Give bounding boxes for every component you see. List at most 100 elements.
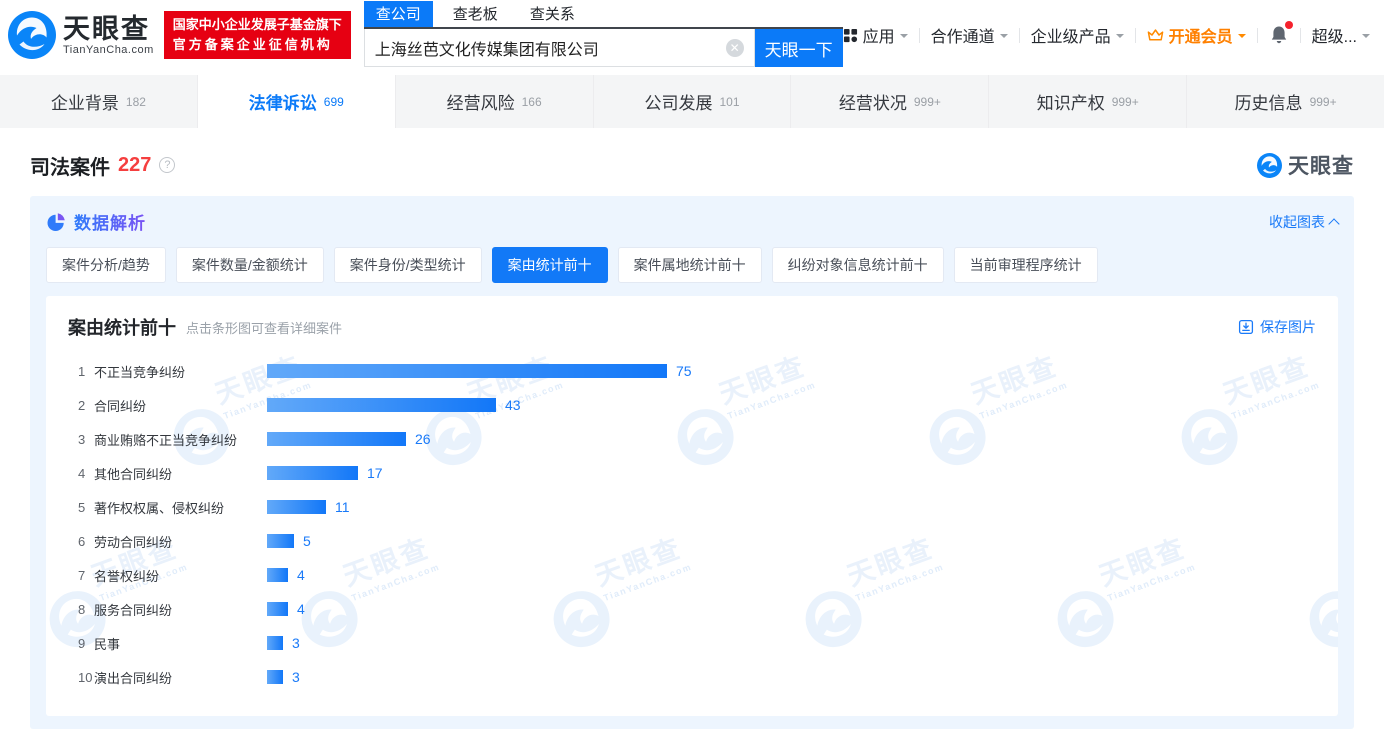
- chart-card: 天眼查 TianYanCha.com 天眼查 TianYanCha.com 天眼…: [46, 296, 1338, 716]
- tab-count-badge: 999+: [1309, 94, 1337, 109]
- chevron-down-icon: [1237, 33, 1246, 42]
- row-value: 17: [367, 465, 383, 481]
- tab-legal-proceedings[interactable]: 法律诉讼 699: [197, 75, 396, 128]
- subtab-case-identity-type[interactable]: 案件身份/类型统计: [333, 247, 482, 283]
- tianyancha-logo-icon: [1257, 152, 1282, 178]
- tianyancha-logo[interactable]: 天眼查 TianYanCha.com: [8, 11, 154, 59]
- chart-bar[interactable]: [267, 500, 326, 514]
- data-analysis-panel: 数据解析 收起图表 案件分析/趋势 案件数量/金额统计 案件身份/类型统计 案由统计前…: [30, 196, 1354, 729]
- row-value: 4: [297, 567, 305, 583]
- divider: [1134, 27, 1136, 43]
- collapse-charts-link[interactable]: 收起图表: [1269, 212, 1340, 232]
- nav-super-vip[interactable]: 超级...: [1312, 23, 1370, 47]
- chart-hint: 点击条形图可查看详细案件: [186, 320, 343, 336]
- nav-enterprise-products[interactable]: 企业级产品: [1031, 23, 1124, 47]
- clear-icon[interactable]: ✕: [725, 38, 744, 57]
- chart-bar[interactable]: [267, 636, 283, 650]
- tab-history-info[interactable]: 历史信息 999+: [1234, 94, 1337, 113]
- chart-subtabs: 案件分析/趋势 案件数量/金额统计 案件身份/类型统计 案由统计前十 案件属地统计前十纠…: [46, 247, 1338, 283]
- row-rank: 3: [78, 431, 86, 447]
- chart-bar[interactable]: [267, 466, 358, 480]
- row-value: 43: [505, 397, 521, 413]
- row-value: 75: [676, 363, 692, 379]
- row-category: 著作权权属、侵权纠纷: [94, 500, 225, 516]
- tab-count-badge: 999+: [913, 94, 941, 109]
- nav-partner-channel[interactable]: 合作通道: [931, 23, 1008, 47]
- chart-row: 5 著作权权属、侵权纠纷 11: [68, 490, 1316, 524]
- chart-row: 2 合同纠纷 43: [68, 388, 1316, 422]
- chart-bar[interactable]: [267, 534, 294, 548]
- tab-count-badge: 182: [125, 94, 146, 109]
- top-header: 天眼查 TianYanCha.com 国家中小企业发展子基金旗下 官方备案企业征…: [0, 0, 1384, 70]
- search-button[interactable]: 天眼一下: [754, 29, 843, 67]
- search-tab-company[interactable]: 查公司: [363, 1, 433, 27]
- row-rank: 9: [78, 635, 86, 651]
- nav-apps[interactable]: 应用: [843, 23, 908, 47]
- row-category: 服务合同纠纷: [94, 602, 173, 618]
- search-tab-relations[interactable]: 查关系: [529, 6, 575, 23]
- chart-row: 10 演出合同纠纷 3: [68, 660, 1316, 694]
- row-category: 名誉权纠纷: [94, 568, 160, 584]
- chevron-down-icon: [999, 33, 1008, 42]
- subtab-region-top10[interactable]: 案件属地统计前十: [617, 247, 762, 283]
- subtab-case-analysis-trend[interactable]: 案件分析/趋势: [46, 247, 166, 283]
- pie-chart-icon: [47, 212, 65, 231]
- search-input[interactable]: [364, 38, 726, 57]
- chart-bar[interactable]: [267, 398, 496, 412]
- section-header: 司法案件 227 ? 天眼查: [30, 150, 1354, 180]
- download-icon: [1238, 319, 1254, 335]
- tab-business-status[interactable]: 经营状况 999+: [791, 75, 990, 128]
- bell-icon: [1271, 26, 1286, 44]
- search-input-wrap: ✕: [363, 29, 755, 67]
- divider: [1299, 27, 1301, 43]
- notification-bell[interactable]: [1269, 21, 1293, 45]
- row-rank: 4: [78, 465, 86, 481]
- tab-count-badge: 101: [719, 94, 740, 109]
- row-category: 合同纠纷: [94, 398, 147, 414]
- chart-bar[interactable]: [267, 432, 406, 446]
- app-grid-icon: [843, 28, 857, 42]
- chart-row: 6 劳动合同纠纷 5: [68, 524, 1316, 558]
- row-category: 其他合同纠纷: [94, 466, 173, 482]
- row-value: 11: [335, 499, 350, 515]
- row-rank: 5: [78, 499, 86, 515]
- tab-company-development[interactable]: 公司发展 101: [594, 75, 792, 128]
- row-rank: 8: [78, 601, 86, 617]
- tab-company-background[interactable]: 企业背景 182: [0, 75, 198, 128]
- chart-row: 1 不正当竞争纠纷 75: [68, 354, 1316, 388]
- row-value: 5: [303, 533, 311, 549]
- tianyancha-watermark-logo: 天眼查: [1257, 150, 1354, 180]
- brand-name: 天眼查: [63, 13, 150, 44]
- tab-count-badge: 699: [323, 94, 344, 109]
- search-type-tabs: 查公司 查老板 查关系: [363, 1, 843, 29]
- chart-title: 案由统计前十: [68, 318, 176, 338]
- chart-bar[interactable]: [267, 602, 288, 616]
- case-count: 227: [118, 153, 152, 176]
- search-tab-boss[interactable]: 查老板: [452, 6, 498, 23]
- row-value: 4: [297, 601, 305, 617]
- row-rank: 10: [78, 669, 93, 685]
- tab-operational-risk[interactable]: 经营风险 166: [396, 75, 594, 128]
- chevron-down-icon: [1115, 33, 1124, 42]
- subtab-current-procedure[interactable]: 当前审理程序统计: [953, 247, 1098, 283]
- chart-bar[interactable]: [267, 364, 667, 378]
- subtab-dispute-target-top10[interactable]: 纠纷对象信息统计前十: [771, 247, 944, 283]
- save-image-button[interactable]: 保存图片: [1238, 317, 1316, 337]
- row-rank: 7: [78, 567, 86, 583]
- chart-bar[interactable]: [267, 670, 283, 684]
- nav-open-vip[interactable]: 开通会员: [1147, 23, 1246, 47]
- row-category: 不正当竞争纠纷: [94, 364, 186, 380]
- subtab-cause-top10[interactable]: 案由统计前十: [491, 247, 608, 283]
- question-icon[interactable]: ?: [159, 157, 176, 173]
- chart-row: 8 服务合同纠纷 4: [68, 592, 1316, 626]
- row-category: 民事: [94, 636, 121, 652]
- tab-count-badge: 999+: [1111, 94, 1139, 109]
- panel-title: 数据解析: [46, 209, 146, 234]
- divider: [1018, 27, 1020, 43]
- tab-intellectual-property[interactable]: 知识产权 999+: [989, 75, 1188, 128]
- page-title: 司法案件: [30, 156, 110, 179]
- chart-row: 7 名誉权纠纷 4: [68, 558, 1316, 592]
- chart-row: 9 民事 3: [68, 626, 1316, 660]
- subtab-case-count-amount[interactable]: 案件数量/金额统计: [175, 247, 324, 283]
- chart-bar[interactable]: [267, 568, 288, 582]
